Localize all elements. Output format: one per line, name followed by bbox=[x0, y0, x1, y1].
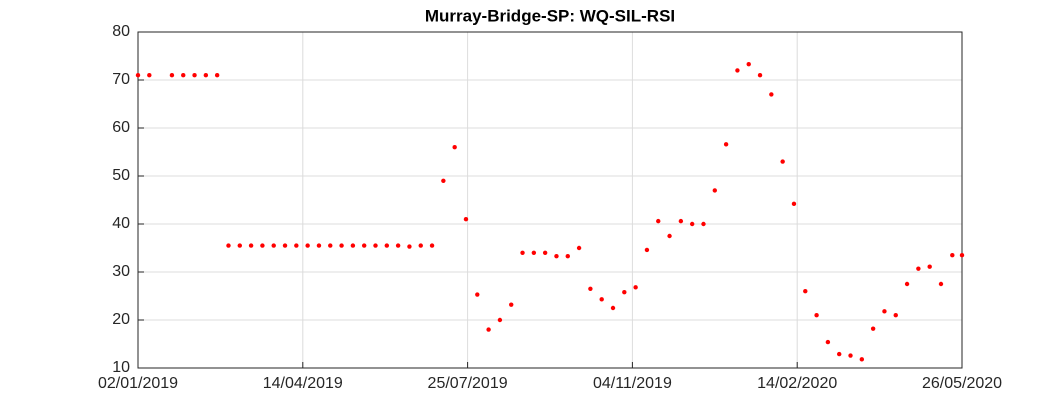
point bbox=[542, 250, 548, 255]
y-tick-label: 10 bbox=[112, 359, 130, 376]
point bbox=[927, 264, 932, 269]
point bbox=[938, 281, 944, 287]
point bbox=[384, 243, 390, 248]
chart-title: Murray-Bridge-SP: WQ-SIL-RSI bbox=[425, 6, 675, 25]
point bbox=[916, 266, 921, 271]
point bbox=[531, 250, 537, 255]
point bbox=[509, 302, 514, 307]
point bbox=[395, 243, 401, 248]
point bbox=[203, 73, 209, 78]
point bbox=[599, 297, 604, 302]
point bbox=[214, 73, 220, 78]
point bbox=[791, 201, 797, 207]
point bbox=[248, 243, 254, 248]
point bbox=[656, 218, 661, 224]
point bbox=[588, 286, 593, 291]
point bbox=[554, 253, 559, 259]
point bbox=[147, 73, 152, 78]
point bbox=[712, 188, 717, 193]
point bbox=[339, 243, 344, 248]
point bbox=[959, 253, 965, 258]
point bbox=[678, 218, 684, 224]
point bbox=[848, 353, 853, 358]
point bbox=[882, 309, 887, 314]
y-tick-label: 30 bbox=[112, 263, 130, 280]
y-tick-label: 50 bbox=[112, 167, 130, 184]
point bbox=[520, 250, 525, 255]
point bbox=[328, 243, 333, 248]
point bbox=[463, 217, 469, 222]
x-tick-label: 04/11/2019 bbox=[593, 375, 672, 392]
point bbox=[825, 339, 831, 345]
point bbox=[350, 243, 356, 248]
point bbox=[769, 92, 774, 97]
point bbox=[701, 221, 706, 227]
point bbox=[181, 73, 186, 78]
point bbox=[689, 221, 695, 227]
point bbox=[667, 233, 672, 239]
point bbox=[723, 142, 729, 147]
point bbox=[361, 243, 367, 248]
x-tick-label: 14/02/2020 bbox=[757, 375, 837, 392]
point bbox=[633, 285, 638, 290]
y-tick-label: 20 bbox=[112, 311, 130, 328]
point bbox=[803, 289, 808, 294]
point bbox=[565, 253, 570, 259]
point bbox=[950, 253, 955, 258]
point bbox=[780, 159, 785, 164]
point bbox=[610, 305, 616, 311]
point bbox=[497, 317, 503, 323]
x-tick-label: 26/05/2020 bbox=[922, 375, 1002, 392]
point bbox=[814, 313, 819, 318]
point bbox=[260, 243, 265, 248]
x-tick-label: 25/07/2019 bbox=[428, 375, 508, 392]
point bbox=[757, 73, 763, 78]
y-tick-label: 80 bbox=[112, 23, 130, 40]
point bbox=[735, 68, 740, 73]
y-tick-label: 40 bbox=[112, 215, 130, 232]
plot-frame bbox=[137, 31, 963, 369]
point bbox=[418, 243, 423, 248]
point bbox=[904, 281, 910, 287]
x-tick-label: 14/04/2019 bbox=[263, 375, 343, 392]
x-tick-label: 02/01/2019 bbox=[98, 375, 178, 392]
point bbox=[576, 245, 582, 251]
point bbox=[169, 73, 175, 78]
point bbox=[893, 313, 898, 318]
point bbox=[452, 145, 457, 150]
y-tick-label: 60 bbox=[112, 119, 130, 136]
point bbox=[407, 244, 412, 249]
point bbox=[486, 327, 491, 332]
point bbox=[373, 243, 378, 248]
y-tick-label: 70 bbox=[112, 71, 130, 88]
point bbox=[429, 243, 435, 248]
point bbox=[294, 243, 299, 248]
point bbox=[135, 73, 141, 78]
point bbox=[746, 61, 751, 67]
point bbox=[271, 243, 276, 248]
point bbox=[237, 243, 242, 248]
point bbox=[192, 73, 197, 78]
point bbox=[622, 289, 627, 295]
point bbox=[316, 243, 322, 248]
point bbox=[282, 243, 288, 248]
point bbox=[837, 351, 842, 357]
point bbox=[644, 247, 650, 253]
point bbox=[305, 243, 310, 248]
point bbox=[226, 243, 231, 248]
point bbox=[870, 326, 876, 331]
point bbox=[475, 292, 480, 297]
point bbox=[859, 357, 865, 362]
point bbox=[441, 178, 446, 183]
